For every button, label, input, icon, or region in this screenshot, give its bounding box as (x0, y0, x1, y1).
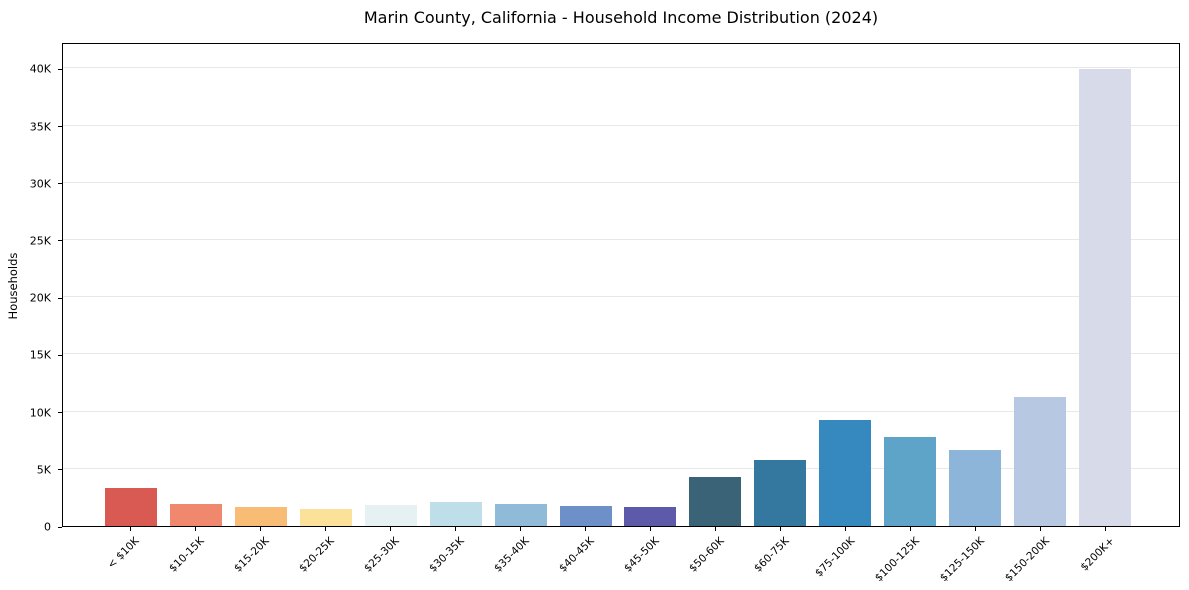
bar (364, 504, 417, 526)
x-tick-mark (650, 527, 651, 531)
x-tick-label: $30-35K (427, 535, 467, 575)
bar (105, 488, 158, 526)
bar (883, 437, 936, 526)
y-tick-label: 5K (36, 463, 51, 477)
x-tick-mark (845, 527, 846, 531)
y-tick-label: 30K (29, 177, 51, 191)
bar-slot (488, 44, 553, 526)
x-tick-label: < $10K (105, 535, 142, 572)
y-tick-label: 15K (29, 348, 51, 362)
gridline (63, 353, 1179, 355)
x-tick-label: $60-75K (752, 535, 792, 575)
gridline (63, 124, 1179, 126)
chart-title: Marin County, California - Household Inc… (363, 8, 879, 27)
bar-slot (1007, 44, 1072, 526)
gridline (63, 181, 1179, 183)
x-tick-label: $10-15K (167, 535, 207, 575)
bar-slot (423, 44, 488, 526)
bar (429, 501, 482, 526)
bar-slot (813, 44, 878, 526)
bar-slot (618, 44, 683, 526)
x-tick-mark (260, 527, 261, 531)
bar (624, 507, 677, 526)
y-tick-mark (58, 297, 62, 299)
bar (170, 503, 223, 526)
y-tick-label: 25K (29, 234, 51, 248)
bar-slot (748, 44, 813, 526)
bar-slot (553, 44, 618, 526)
bar-slot (294, 44, 359, 526)
bar-slot (942, 44, 1007, 526)
bar-slot (229, 44, 294, 526)
y-tick-mark (58, 240, 62, 242)
y-axis-ticks: 0 5K 10K 15K 20K 25K 30K 35K 40K (0, 43, 62, 534)
y-tick-label: 20K (29, 291, 51, 305)
x-tick-mark (715, 527, 716, 531)
bar (559, 505, 612, 526)
x-tick-label: $100-125K (872, 535, 922, 585)
x-tick-label: $50-60K (687, 535, 727, 575)
y-tick-mark (58, 126, 62, 128)
bars-container (63, 44, 1179, 526)
x-tick-label: $200K+ (1078, 535, 1117, 574)
x-tick-mark (585, 527, 586, 531)
bar (948, 449, 1001, 526)
y-tick-mark (58, 469, 62, 471)
gridline (63, 238, 1179, 240)
x-tick-label: $45-50K (622, 535, 662, 575)
bar-slot (1072, 44, 1137, 526)
y-tick-mark (58, 354, 62, 356)
x-axis-ticks: < $10K $10-15K $15-20K $20-25K $25-30K $30-35… (62, 527, 1180, 590)
bar (300, 509, 352, 526)
y-tick-mark (58, 412, 62, 414)
y-tick-label: 0 (44, 520, 51, 534)
x-tick-mark (1105, 527, 1106, 531)
bar (689, 477, 742, 526)
gridline (63, 296, 1179, 298)
y-tick-label: 35K (29, 120, 51, 134)
y-tick-label: 40K (29, 62, 51, 76)
bar-slot (683, 44, 748, 526)
x-tick-mark (520, 527, 521, 531)
x-tick-label: $15-20K (232, 535, 272, 575)
x-tick-mark (1040, 527, 1041, 531)
gridline (63, 67, 1179, 69)
gridline (63, 410, 1179, 412)
x-tick-mark (455, 527, 456, 531)
x-tick-label: $125-150K (937, 535, 987, 585)
x-tick-label: $25-30K (362, 535, 402, 575)
bar-slot (878, 44, 943, 526)
x-tick-label: $150-200K (1002, 535, 1052, 585)
bar (819, 420, 871, 526)
y-tick-label: 10K (29, 406, 51, 420)
x-tick-label: $20-25K (297, 535, 337, 575)
x-tick-mark (975, 527, 976, 531)
x-tick-mark (195, 527, 196, 531)
gridline (63, 467, 1179, 469)
y-tick-mark (58, 68, 62, 70)
bar-slot (359, 44, 424, 526)
plot-area (62, 43, 1180, 527)
y-tick-mark (58, 183, 62, 185)
bar-slot (164, 44, 229, 526)
x-tick-label: $40-45K (557, 535, 597, 575)
x-tick-mark (390, 527, 391, 531)
x-tick-label: $35-40K (492, 535, 532, 575)
bar (754, 459, 807, 526)
bar (1078, 69, 1131, 526)
bar (1013, 397, 1066, 526)
x-tick-mark (325, 527, 326, 531)
x-tick-mark (780, 527, 781, 531)
x-tick-mark (910, 527, 911, 531)
bar-slot (99, 44, 164, 526)
bar (494, 503, 547, 526)
y-tick-mark (58, 526, 62, 528)
bar (235, 507, 288, 526)
x-tick-label: $75-100K (812, 535, 857, 580)
x-tick-mark (130, 527, 131, 531)
